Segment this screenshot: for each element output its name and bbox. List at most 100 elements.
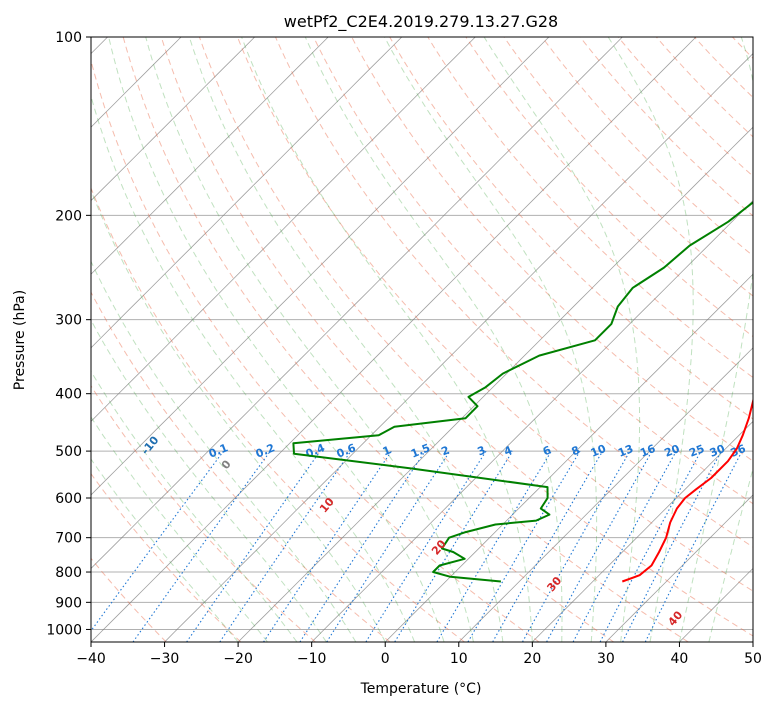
plot-area: 0.10.20.40.611.52346810131620253036-100-…: [68, 37, 753, 642]
x-tick-label: 0: [381, 651, 390, 667]
moist-adiabat-line: [241, 37, 533, 642]
mixing-ratio-label: 0.6: [335, 441, 358, 460]
mixing-ratio-line: [599, 450, 702, 642]
dry-adiabat-line: [91, 186, 465, 642]
moist-adiabat-line: [91, 458, 239, 642]
mixing-ratio-label: 10: [589, 442, 608, 460]
isotherm-line: [752, 641, 753, 642]
mixing-ratio-label: 0.1: [207, 441, 230, 460]
moist-adiabat-line: [708, 466, 753, 642]
dry-adiabat-line: [160, 37, 689, 642]
dry-adiabat-line: [503, 37, 753, 297]
adiabat-label: -10: [139, 433, 162, 457]
moist-adiabat-line: [91, 260, 357, 642]
moist-adiabat-line: [304, 37, 563, 642]
dry-adiabat-line: [389, 37, 753, 420]
mixing-ratio-label: 0.2: [254, 441, 277, 460]
adiabat-label: 40: [666, 608, 686, 628]
x-tick-label: 20: [523, 651, 541, 667]
dry-adiabat-line: [732, 37, 753, 59]
y-tick-label: 900: [55, 595, 82, 611]
y-tick-label: 200: [55, 208, 82, 224]
isotherm-line: [679, 567, 753, 642]
dry-adiabat-line: [693, 37, 753, 99]
dry-adiabat-line: [617, 37, 753, 177]
adiabat-label: -20: [68, 417, 91, 441]
isotherm-line: [384, 273, 753, 642]
moist-adiabat-line: [91, 188, 386, 642]
isotherm-line: [91, 37, 329, 275]
moist-adiabat-line: [91, 416, 268, 642]
y-tick-label: 300: [55, 313, 82, 329]
mixing-ratio-line: [219, 450, 352, 642]
y-axis-label: Pressure (hPa): [12, 290, 28, 390]
moist-adiabat-line: [607, 37, 694, 642]
mixing-ratio-line: [522, 450, 631, 642]
mixing-ratio-label: 13: [616, 442, 635, 460]
moist-adiabat-line: [108, 37, 445, 642]
mixing-ratio-line: [572, 450, 677, 642]
mixing-ratio-line: [186, 450, 321, 642]
moist-adiabat-line: [91, 370, 298, 642]
moist-adiabat-line: [483, 37, 641, 642]
mixing-ratio-label: 20: [663, 442, 682, 460]
mixing-ratio-line: [132, 450, 271, 642]
x-tick-label: −20: [223, 651, 253, 667]
dry-adiabat-line: [198, 37, 753, 637]
mixing-ratio-label: 1: [381, 444, 393, 459]
mixing-ratio-label: 1.5: [409, 441, 432, 460]
isotherm-line: [458, 347, 753, 642]
isotherm-line: [532, 420, 753, 642]
x-tick-label: −40: [76, 651, 106, 667]
mixing-ratio-label: 30: [708, 442, 727, 460]
mixing-ratio-line: [263, 450, 392, 642]
y-tick-label: 100: [55, 30, 82, 46]
mixing-ratio-label: 16: [638, 442, 657, 460]
dewpoint-profile-line: [292, 201, 753, 583]
isotherm-line: [605, 494, 753, 642]
mixing-ratio-line: [394, 450, 514, 642]
isotherm-line: [91, 37, 550, 496]
dry-adiabat-line: [91, 58, 540, 642]
x-tick-label: 40: [671, 651, 689, 667]
y-tick-label: 500: [55, 444, 82, 460]
moist-adiabat-line: [145, 37, 474, 642]
dry-adiabat-line: [427, 37, 753, 379]
mixing-ratio-line: [326, 450, 451, 642]
moist-adiabat-line: [678, 37, 753, 642]
dry-adiabat-line: [91, 384, 316, 642]
mixing-ratio-line: [546, 450, 653, 642]
x-axis-label: Temperature (°C): [360, 681, 482, 697]
dry-adiabat-line: [465, 37, 753, 338]
dry-adiabat-line: [313, 37, 753, 505]
plot-frame: [90, 36, 754, 643]
x-tick-label: 30: [597, 651, 615, 667]
temperature-profile-line: [621, 397, 753, 583]
y-tick-label: 400: [55, 387, 82, 403]
mixing-ratio-label: 3: [476, 443, 488, 458]
x-tick-label: −30: [150, 651, 180, 667]
dry-adiabat-line: [579, 37, 753, 217]
isotherm-line: [91, 37, 255, 202]
dry-adiabat-line: [91, 472, 242, 642]
dry-adiabat-line: [122, 37, 614, 642]
adiabat-label: 0: [219, 457, 234, 471]
mixing-ratio-line: [644, 450, 743, 642]
y-tick-label: 1000: [46, 622, 82, 638]
isotherm-line: [237, 126, 753, 642]
dry-adiabat-line: [655, 37, 753, 138]
isotherm-line: [164, 53, 753, 642]
y-tick-label: 600: [55, 491, 82, 507]
dry-adiabat-line: [275, 37, 753, 548]
dry-adiabat-line: [237, 37, 753, 592]
x-tick-label: 50: [744, 651, 762, 667]
isotherm-line: [91, 37, 403, 349]
y-tick-label: 700: [55, 531, 82, 547]
isotherm-line: [91, 37, 697, 642]
mixing-ratio-label: 8: [570, 443, 582, 458]
dry-adiabat-line: [91, 291, 391, 642]
mixing-ratio-label: 25: [687, 442, 706, 460]
moist-adiabat-line: [188, 37, 504, 642]
moist-adiabat-line: [91, 319, 327, 642]
